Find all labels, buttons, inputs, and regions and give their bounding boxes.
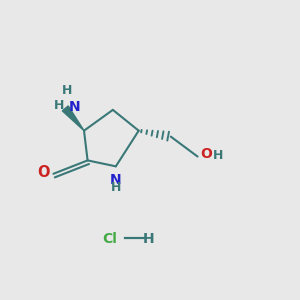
- Text: O: O: [200, 147, 212, 161]
- Text: Cl: Cl: [102, 232, 117, 246]
- Text: H: H: [53, 99, 64, 112]
- Text: O: O: [38, 165, 50, 180]
- Text: N: N: [68, 100, 80, 114]
- Text: N: N: [110, 173, 122, 187]
- Polygon shape: [62, 106, 84, 131]
- Text: H: H: [61, 84, 72, 98]
- Text: H: H: [212, 149, 223, 162]
- Text: H: H: [143, 232, 154, 246]
- Text: H: H: [111, 181, 121, 194]
